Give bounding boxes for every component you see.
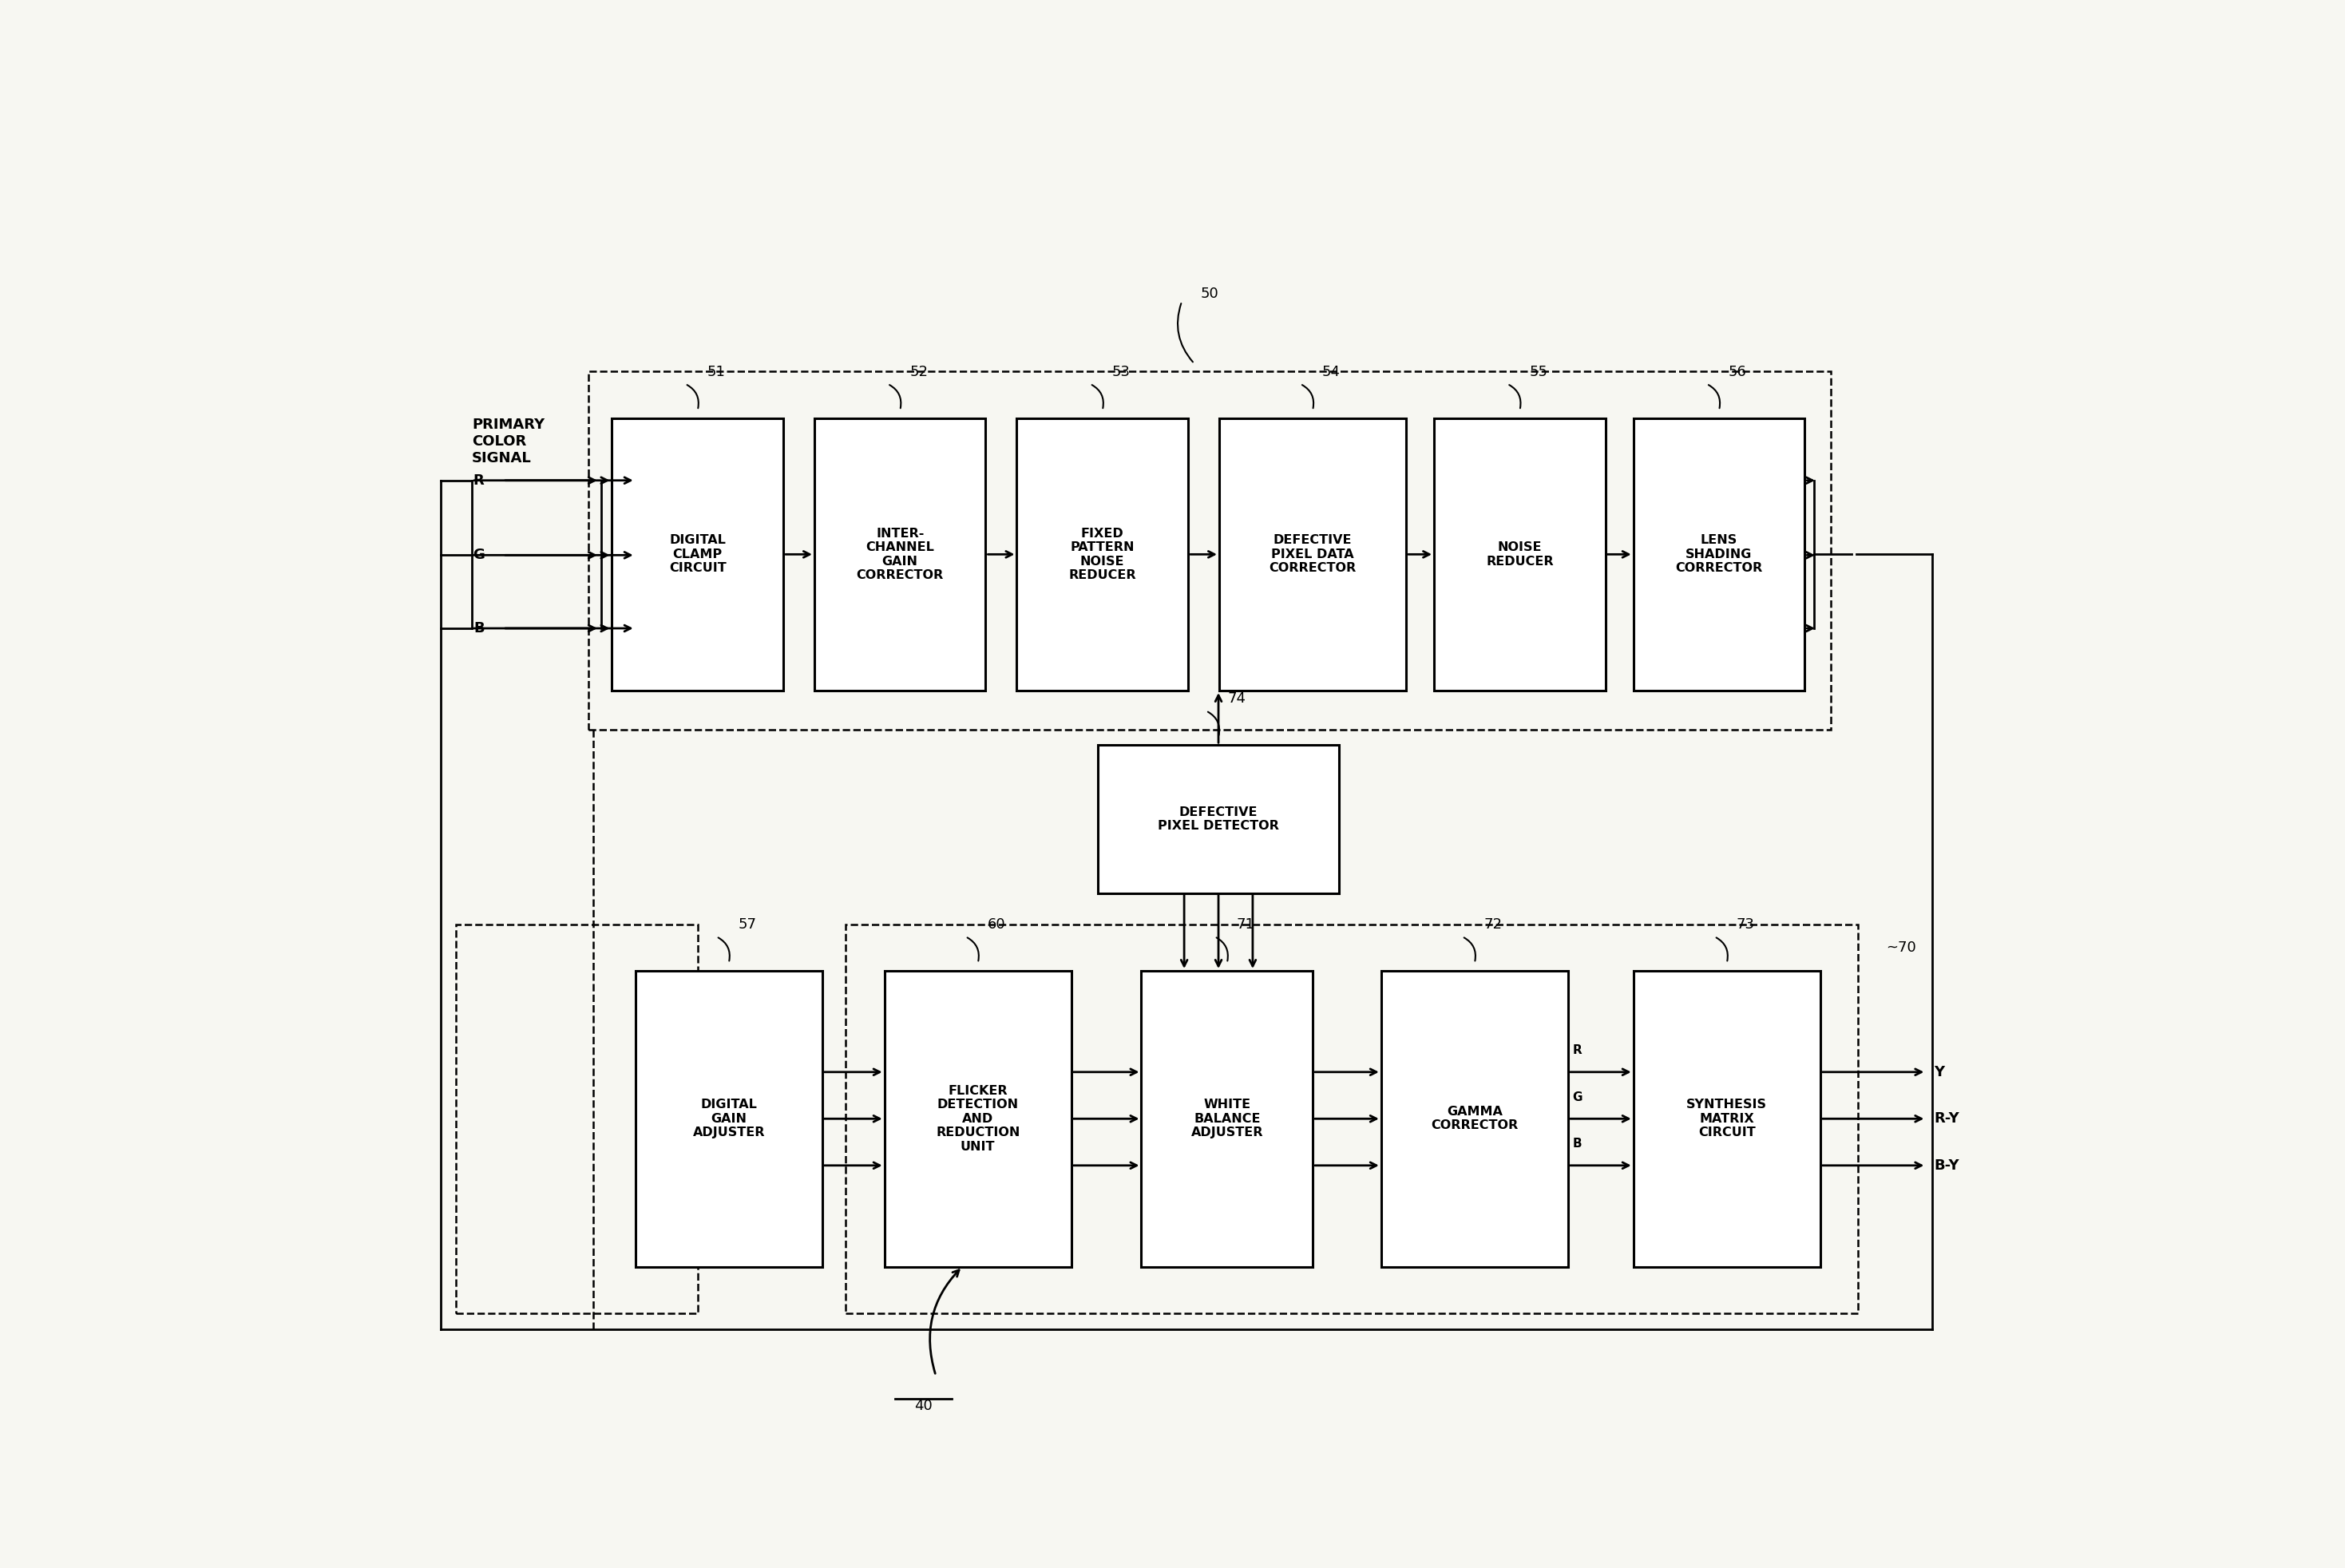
Text: DIGITAL
GAIN
ADJUSTER: DIGITAL GAIN ADJUSTER [692,1099,764,1138]
FancyBboxPatch shape [1097,745,1339,894]
Text: 56: 56 [1728,365,1747,379]
Text: DIGITAL
CLAMP
CIRCUIT: DIGITAL CLAMP CIRCUIT [668,535,727,574]
Text: ~70: ~70 [1885,941,1916,955]
FancyBboxPatch shape [612,419,783,690]
Text: 50: 50 [1201,287,1219,301]
Text: 40: 40 [915,1399,933,1413]
FancyBboxPatch shape [1435,419,1606,690]
FancyBboxPatch shape [1381,971,1569,1267]
Text: FIXED
PATTERN
NOISE
REDUCER: FIXED PATTERN NOISE REDUCER [1069,527,1137,582]
Text: G: G [471,547,485,563]
Text: 71: 71 [1236,917,1255,931]
Text: DEFECTIVE
PIXEL DATA
CORRECTOR: DEFECTIVE PIXEL DATA CORRECTOR [1269,535,1355,574]
Text: 73: 73 [1735,917,1754,931]
Text: R: R [1573,1044,1583,1057]
Text: R: R [474,474,485,488]
Text: 52: 52 [910,365,929,379]
FancyBboxPatch shape [1634,419,1806,690]
Text: INTER-
CHANNEL
GAIN
CORRECTOR: INTER- CHANNEL GAIN CORRECTOR [856,527,943,582]
Text: 51: 51 [708,365,725,379]
Text: 72: 72 [1484,917,1503,931]
Text: B: B [1573,1138,1583,1149]
Text: Y: Y [1935,1065,1944,1079]
Text: R-Y: R-Y [1935,1112,1958,1126]
Text: LENS
SHADING
CORRECTOR: LENS SHADING CORRECTOR [1674,535,1763,574]
FancyBboxPatch shape [1634,971,1820,1267]
Text: B: B [474,621,485,635]
Text: 53: 53 [1112,365,1130,379]
Text: FLICKER
DETECTION
AND
REDUCTION
UNIT: FLICKER DETECTION AND REDUCTION UNIT [936,1085,1020,1152]
Text: B-Y: B-Y [1935,1159,1958,1173]
FancyBboxPatch shape [1219,419,1407,690]
Text: DEFECTIVE
PIXEL DETECTOR: DEFECTIVE PIXEL DETECTOR [1158,806,1278,833]
FancyBboxPatch shape [1142,971,1313,1267]
Text: SYNTHESIS
MATRIX
CIRCUIT: SYNTHESIS MATRIX CIRCUIT [1686,1099,1768,1138]
Text: GAMMA
CORRECTOR: GAMMA CORRECTOR [1430,1105,1517,1132]
FancyBboxPatch shape [635,971,823,1267]
FancyBboxPatch shape [884,971,1072,1267]
Text: PRIMARY
COLOR
SIGNAL: PRIMARY COLOR SIGNAL [471,417,544,466]
Text: 55: 55 [1529,365,1548,379]
Text: NOISE
REDUCER: NOISE REDUCER [1487,541,1552,568]
Text: 57: 57 [739,917,757,931]
Text: WHITE
BALANCE
ADJUSTER: WHITE BALANCE ADJUSTER [1191,1099,1264,1138]
Text: 74: 74 [1229,691,1245,706]
Text: 54: 54 [1323,365,1341,379]
FancyBboxPatch shape [814,419,985,690]
Text: 60: 60 [987,917,1006,931]
FancyBboxPatch shape [1018,419,1189,690]
Text: G: G [1573,1091,1583,1104]
